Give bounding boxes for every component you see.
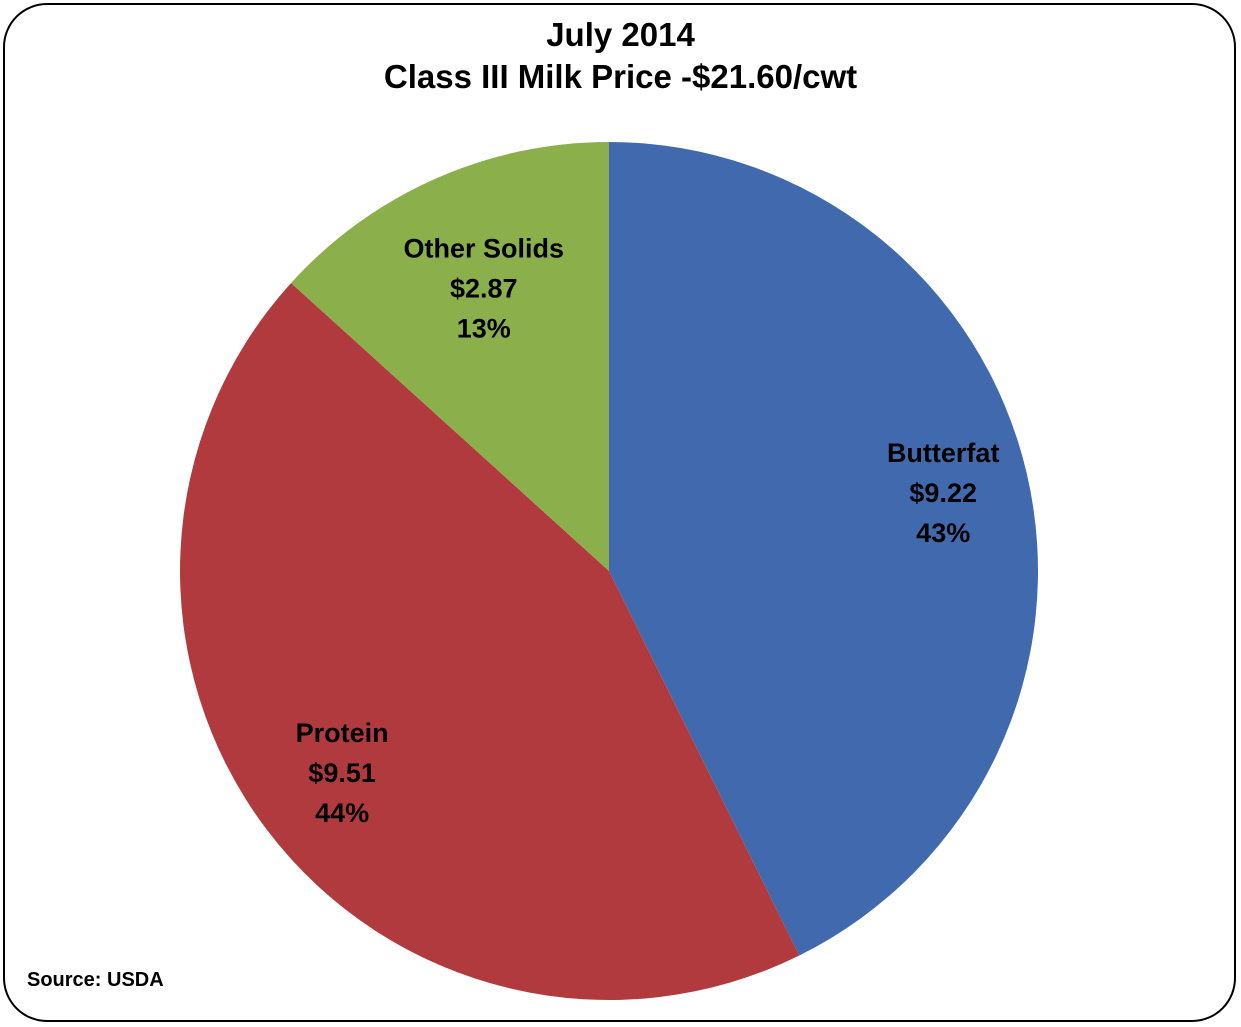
- pie-slice-butterfat: [609, 142, 1038, 956]
- pie-slice-other-solids: [291, 142, 609, 571]
- pie-slice-protein: [180, 283, 800, 1000]
- slice-label-value-other-solids: $2.87: [450, 274, 518, 304]
- slice-label-name-other-solids: Other Solids: [404, 234, 565, 264]
- slice-label-percent-butterfat: 43%: [916, 518, 970, 548]
- slice-label-value-butterfat: $9.22: [909, 478, 977, 508]
- chart-title-block: July 2014 Class III Milk Price -$21.60/c…: [0, 14, 1241, 98]
- pie-labels: Butterfat $9.22 43% Protein $9.51 44% Other So…: [296, 234, 1000, 828]
- slice-label-percent-other-solids: 13%: [457, 314, 511, 344]
- slice-label-percent-protein: 44%: [315, 798, 369, 828]
- source-note: Source: USDA: [27, 969, 164, 991]
- slice-label-name-butterfat: Butterfat: [887, 438, 1000, 468]
- slice-label-value-protein: $9.51: [308, 758, 376, 788]
- slice-label-name-protein: Protein: [296, 718, 389, 748]
- pie-slices: [180, 142, 1038, 1000]
- chart-title: July 2014: [546, 16, 695, 53]
- chart-subtitle: Class III Milk Price -$21.60/cwt: [383, 58, 858, 95]
